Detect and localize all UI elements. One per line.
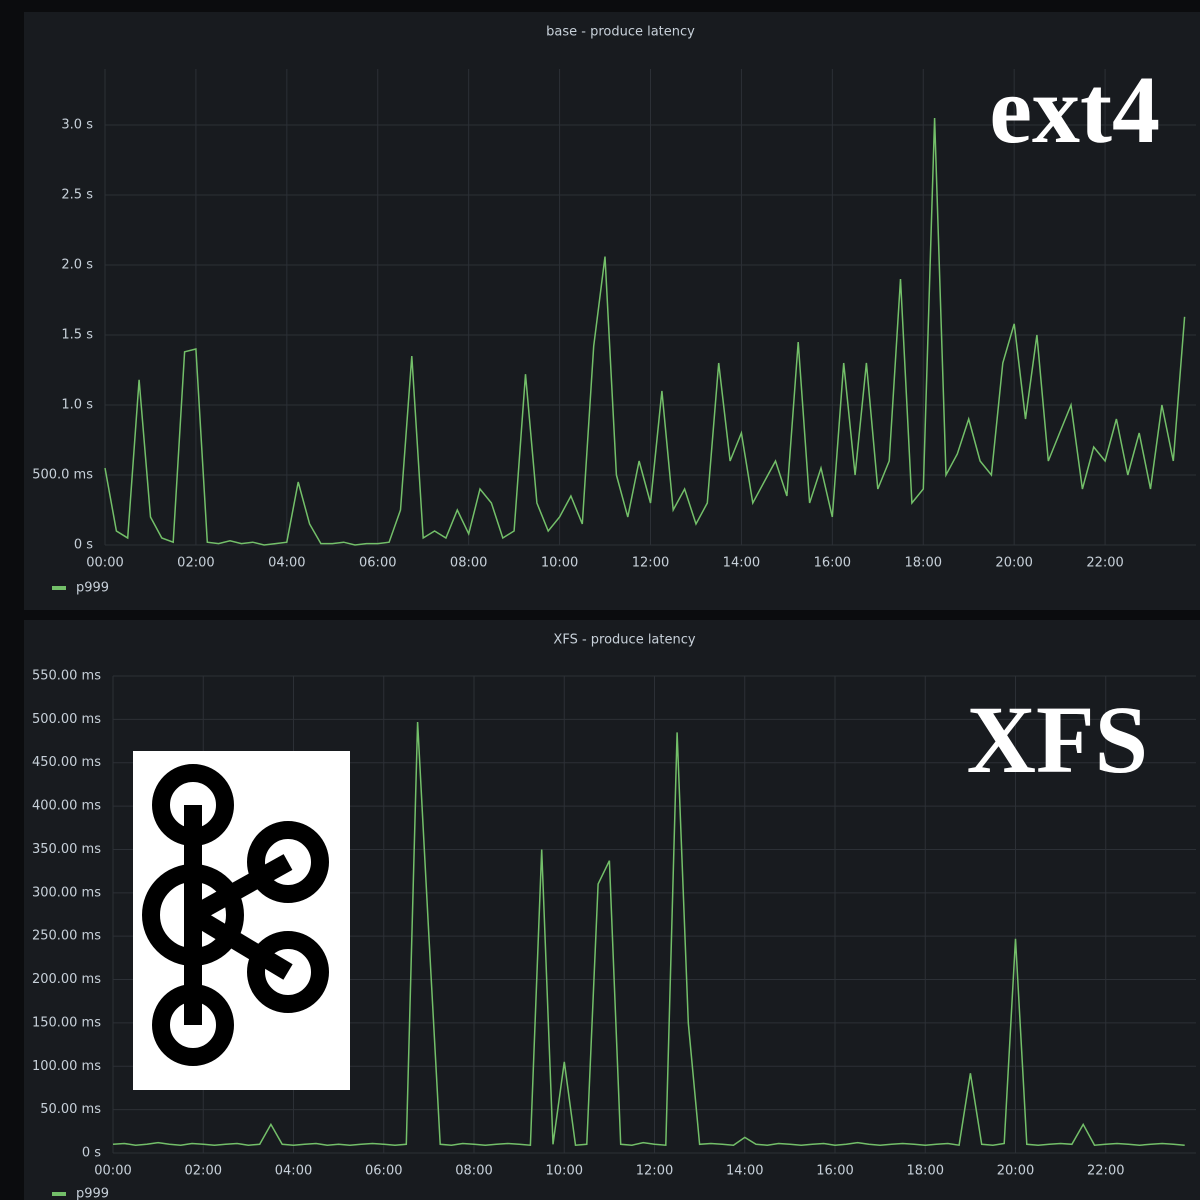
x-tick-label: 10:00 [546,1164,583,1179]
chart-title: base - produce latency [546,25,695,40]
x-tick-label: 12:00 [632,556,669,571]
x-tick-label: 14:00 [723,556,760,571]
chart-title: XFS - produce latency [553,633,695,648]
y-tick-label: 550.00 ms [32,669,101,684]
x-tick-label: 00:00 [94,1164,131,1179]
panel [24,12,1200,610]
x-tick-label: 10:00 [541,556,578,571]
x-tick-label: 08:00 [455,1164,492,1179]
y-tick-label: 500.0 ms [32,468,93,483]
y-tick-label: 1.0 s [61,398,93,413]
series-line [104,117,1186,546]
legend-label: p999 [76,1187,109,1200]
y-tick-label: 2.5 s [61,188,93,203]
y-tick-label: 100.00 ms [32,1059,101,1074]
x-tick-label: 08:00 [450,556,487,571]
y-tick-label: 2.0 s [61,258,93,273]
x-tick-label: 12:00 [636,1164,673,1179]
x-tick-label: 18:00 [907,1164,944,1179]
kafka-logo [133,751,350,1090]
y-tick-label: 50.00 ms [40,1102,101,1117]
x-tick-label: 06:00 [359,556,396,571]
series-line [112,721,1185,1147]
y-tick-label: 450.00 ms [32,755,101,770]
legend-label: p999 [76,581,109,596]
x-tick-label: 22:00 [1087,1164,1124,1179]
x-tick-label: 04:00 [268,556,305,571]
y-tick-label: 400.00 ms [32,799,101,814]
x-tick-label: 18:00 [905,556,942,571]
y-tick-label: 1.5 s [61,328,93,343]
y-tick-label: 0 s [82,1146,101,1161]
x-tick-label: 16:00 [816,1164,853,1179]
x-tick-label: 00:00 [86,556,123,571]
y-tick-label: 0 s [74,538,93,553]
y-tick-label: 350.00 ms [32,842,101,857]
x-tick-label: 04:00 [275,1164,312,1179]
y-tick-label: 500.00 ms [32,712,101,727]
x-tick-label: 20:00 [995,556,1032,571]
y-tick-label: 250.00 ms [32,929,101,944]
y-tick-label: 200.00 ms [32,972,101,987]
annotation: ext4 [989,56,1160,163]
y-tick-label: 3.0 s [61,118,93,133]
x-tick-label: 02:00 [185,1164,222,1179]
x-tick-label: 14:00 [726,1164,763,1179]
annotation: XFS [967,686,1148,793]
x-tick-label: 20:00 [997,1164,1034,1179]
x-tick-label: 22:00 [1086,556,1123,571]
y-tick-label: 150.00 ms [32,1015,101,1030]
y-tick-label: 300.00 ms [32,885,101,900]
x-tick-label: 16:00 [814,556,851,571]
x-tick-label: 02:00 [177,556,214,571]
x-tick-label: 06:00 [365,1164,402,1179]
